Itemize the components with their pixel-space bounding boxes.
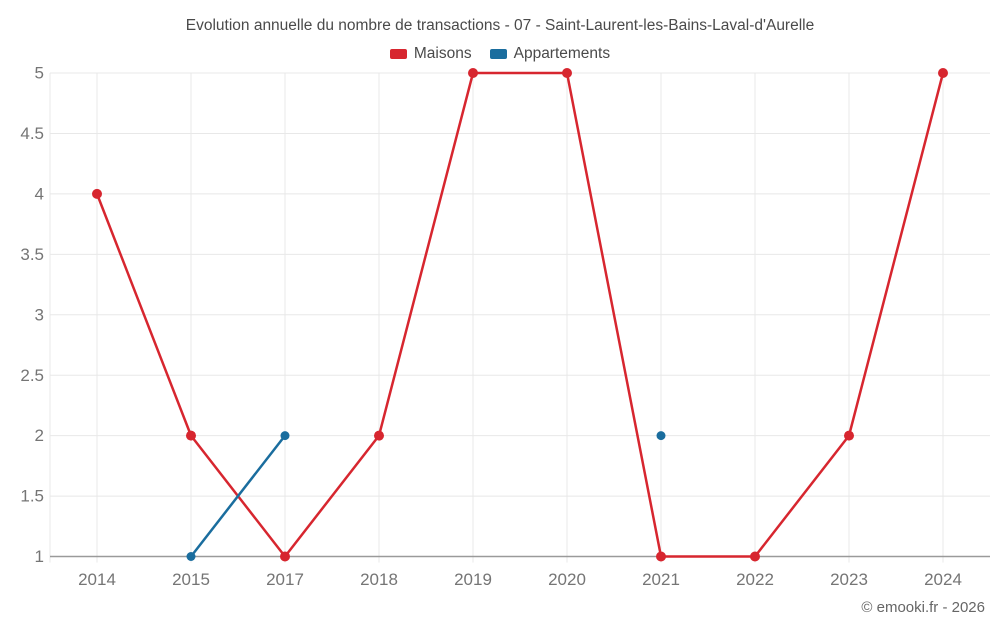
y-tick-label: 1: [35, 547, 44, 566]
data-point-appartements[interactable]: [280, 431, 290, 441]
y-tick-label: 2.5: [20, 366, 44, 385]
y-tick-label: 4.5: [20, 124, 44, 143]
legend-swatch-maisons: [389, 49, 407, 59]
x-tick-label: 2019: [454, 570, 492, 589]
x-tick-label: 2021: [642, 570, 680, 589]
data-point-maisons[interactable]: [468, 68, 478, 78]
data-point-appartements[interactable]: [186, 552, 196, 561]
legend-label-maisons: Maisons: [413, 45, 472, 62]
x-tick-label: 2020: [548, 570, 586, 589]
x-tick-label: 2018: [360, 570, 398, 589]
chart-title: Evolution annuelle du nombre de transact…: [185, 17, 815, 34]
y-tick-label: 3: [35, 305, 44, 324]
data-point-maisons[interactable]: [562, 68, 572, 78]
data-point-maisons[interactable]: [938, 68, 948, 78]
y-tick-label: 4: [35, 184, 44, 203]
legend-label-appartements: Appartements: [513, 45, 611, 62]
data-point-maisons[interactable]: [844, 430, 854, 441]
data-point-maisons[interactable]: [186, 430, 196, 441]
y-tick-label: 5: [35, 64, 44, 83]
data-point-maisons[interactable]: [750, 551, 760, 562]
x-tick-label: 2017: [266, 570, 304, 589]
data-point-maisons[interactable]: [374, 430, 384, 441]
series-line-appartements: [190, 434, 286, 558]
legend: Maisons Appartements: [0, 45, 1000, 63]
x-tick-label: 2023: [830, 570, 868, 589]
x-tick-label: 2014: [78, 570, 116, 589]
data-point-maisons[interactable]: [92, 188, 102, 199]
data-point-appartements[interactable]: [656, 431, 666, 441]
y-tick-label: 3.5: [20, 245, 44, 264]
legend-item-maisons[interactable]: Maisons: [389, 45, 472, 63]
x-tick-label: 2022: [736, 570, 774, 589]
x-tick-label: 2024: [924, 570, 962, 589]
copyright: © emooki.fr - 2026: [861, 599, 985, 616]
data-point-maisons[interactable]: [280, 551, 290, 562]
y-tick-label: 2: [35, 426, 44, 445]
legend-item-appartements[interactable]: Appartements: [489, 45, 611, 63]
data-point-maisons[interactable]: [656, 551, 666, 562]
y-tick-label: 1.5: [20, 487, 44, 506]
legend-swatch-appartements: [489, 49, 507, 59]
x-tick-label: 2015: [172, 570, 210, 589]
